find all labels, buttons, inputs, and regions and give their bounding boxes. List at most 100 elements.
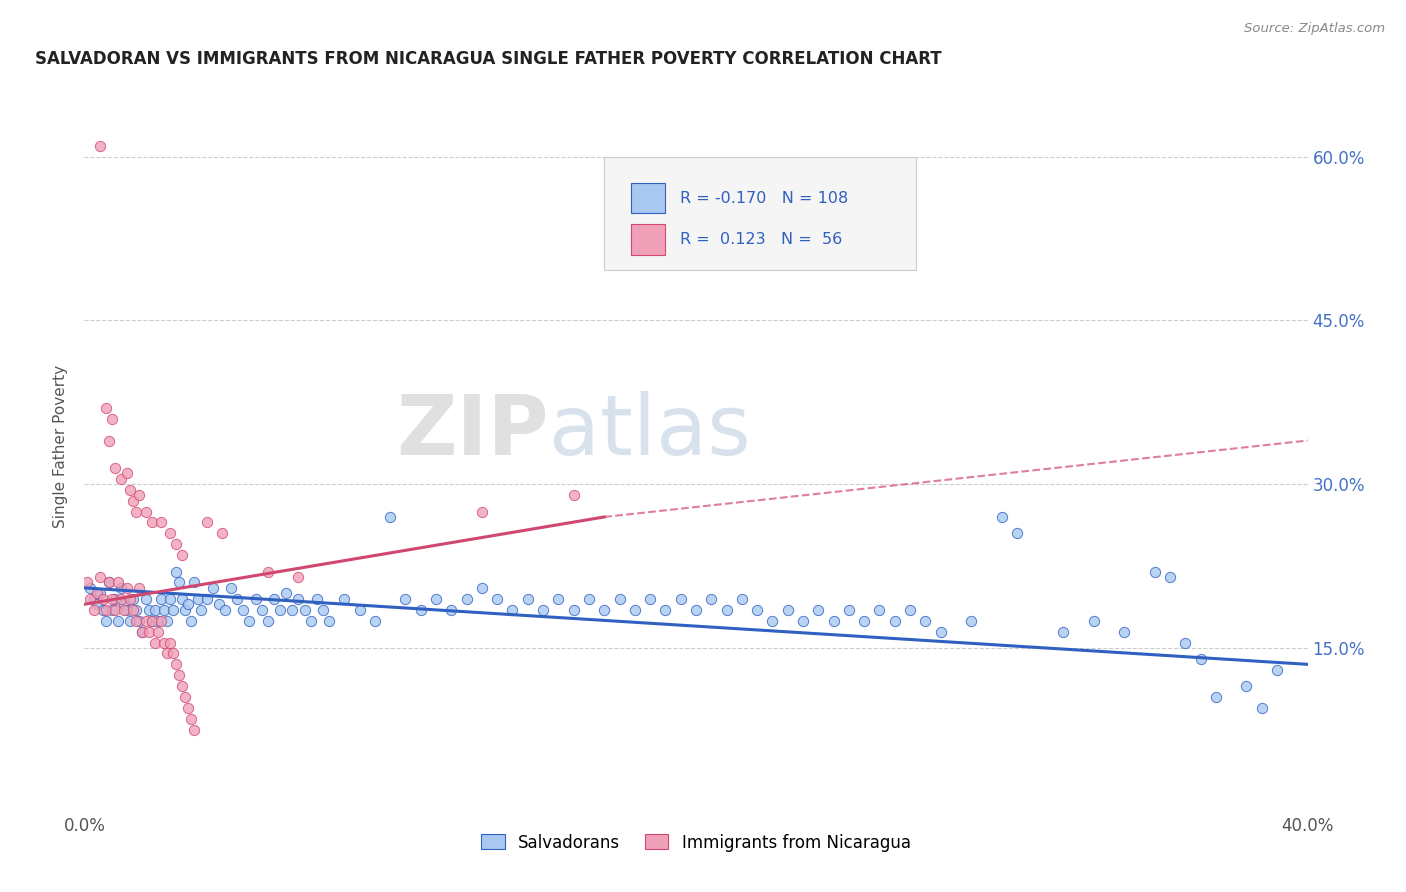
Point [547, 591, 569, 606]
Point [120, 591, 142, 606]
Point [183, 575, 205, 590]
Point [349, 603, 371, 617]
Point [174, 690, 197, 704]
Point [94, 614, 117, 628]
Point [991, 510, 1014, 524]
Point [172, 591, 194, 606]
Point [190, 603, 212, 617]
Point [624, 603, 647, 617]
Point [79, 581, 101, 595]
Point [898, 603, 921, 617]
Point [333, 591, 356, 606]
Point [425, 591, 447, 606]
Point [86, 586, 108, 600]
Point [305, 591, 328, 606]
Point [91, 603, 114, 617]
Point [143, 603, 166, 617]
Point [232, 603, 254, 617]
Point [162, 647, 184, 661]
Point [219, 581, 242, 595]
Point [110, 581, 132, 595]
Point [94, 401, 117, 415]
Point [131, 624, 153, 639]
Point [153, 603, 176, 617]
Text: Source: ZipAtlas.com: Source: ZipAtlas.com [1244, 22, 1385, 36]
Point [115, 581, 138, 595]
Point [471, 581, 494, 595]
Point [180, 712, 202, 726]
Point [86, 597, 108, 611]
Point [380, 510, 402, 524]
Point [149, 614, 172, 628]
Point [104, 603, 127, 617]
Point [183, 723, 205, 737]
Point [165, 657, 187, 672]
Point [1159, 570, 1181, 584]
Point [792, 614, 814, 628]
Point [195, 591, 218, 606]
Point [89, 138, 111, 153]
Point [120, 483, 142, 497]
Point [135, 614, 157, 628]
Point [1265, 663, 1288, 677]
Point [107, 614, 129, 628]
Point [89, 586, 111, 600]
Point [471, 504, 494, 518]
Text: R = -0.170   N = 108: R = -0.170 N = 108 [681, 191, 848, 205]
Point [312, 603, 335, 617]
Point [502, 603, 524, 617]
Point [125, 603, 148, 617]
Point [364, 614, 387, 628]
Point [1052, 624, 1074, 639]
Point [112, 603, 135, 617]
Point [853, 614, 876, 628]
Point [79, 591, 101, 606]
Point [125, 504, 148, 518]
Point [97, 575, 120, 590]
Point [257, 614, 280, 628]
Point [177, 701, 200, 715]
Point [960, 614, 983, 628]
Point [97, 575, 120, 590]
Text: atlas: atlas [550, 391, 751, 472]
Point [125, 614, 148, 628]
Point [201, 581, 224, 595]
Point [238, 614, 260, 628]
Point [128, 581, 150, 595]
Point [83, 591, 105, 606]
Point [669, 591, 692, 606]
Point [135, 591, 157, 606]
Point [440, 603, 463, 617]
Point [838, 603, 860, 617]
Point [929, 624, 952, 639]
Point [1250, 701, 1272, 715]
Point [122, 493, 145, 508]
Point [214, 603, 236, 617]
FancyBboxPatch shape [605, 157, 917, 270]
Point [91, 591, 114, 606]
Point [167, 575, 190, 590]
Point [250, 603, 273, 617]
Point [1205, 690, 1227, 704]
Point [159, 526, 181, 541]
Point [486, 591, 509, 606]
Text: ZIP: ZIP [396, 391, 550, 472]
Point [1114, 624, 1136, 639]
Point [562, 488, 585, 502]
Point [609, 591, 631, 606]
Point [94, 603, 117, 617]
Text: R =  0.123   N =  56: R = 0.123 N = 56 [681, 232, 842, 247]
Point [1083, 614, 1105, 628]
Point [869, 603, 891, 617]
Point [700, 591, 723, 606]
Point [226, 591, 249, 606]
Point [138, 624, 160, 639]
Point [685, 603, 707, 617]
Point [138, 603, 160, 617]
Point [531, 603, 554, 617]
Point [101, 591, 124, 606]
Point [101, 603, 124, 617]
Point [83, 603, 105, 617]
Point [141, 516, 163, 530]
Point [76, 575, 98, 590]
